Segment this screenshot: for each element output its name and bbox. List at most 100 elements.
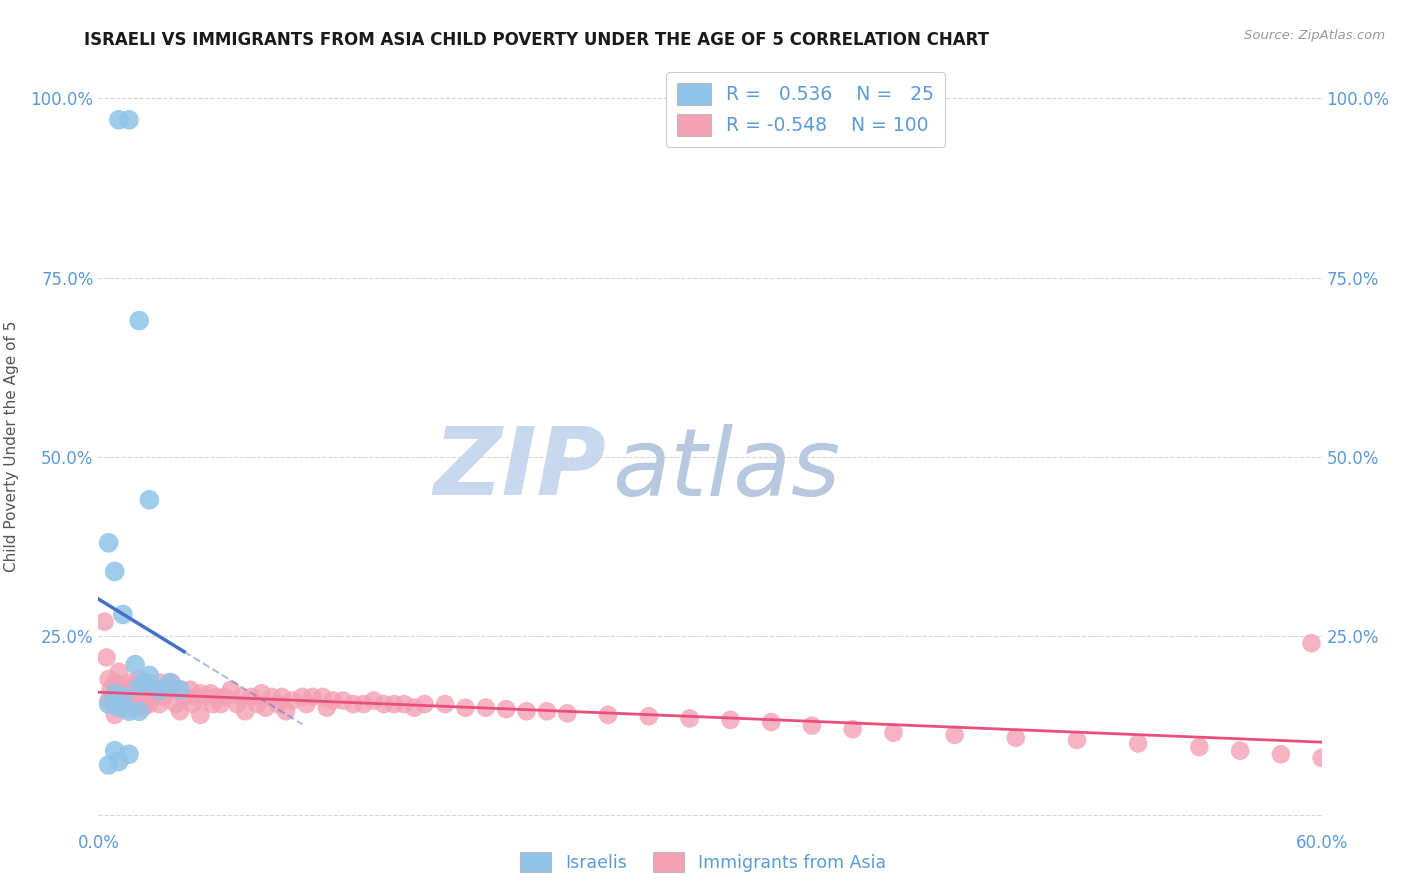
Point [801,718,824,732]
Point [246,697,269,711]
Point [1310,751,1333,765]
Point [1229,744,1251,758]
Point [138,697,160,711]
Point [159,682,181,697]
Point [240,690,263,704]
Point [373,697,395,711]
Point [679,711,702,725]
Point [127,693,149,707]
Point [231,690,253,704]
Point [100,682,122,697]
Point [105,697,128,711]
Point [454,700,477,714]
Point [413,697,436,711]
Point [129,690,152,704]
Point [97,536,120,550]
Point [404,700,426,714]
Point [200,686,222,700]
Text: Source: ZipAtlas.com: Source: ZipAtlas.com [1244,29,1385,42]
Point [181,697,204,711]
Point [301,690,323,704]
Point [149,682,172,697]
Point [169,682,191,697]
Point [254,700,277,714]
Point [124,700,146,714]
Text: ISRAELI VS IMMIGRANTS FROM ASIA CHILD POVERTY UNDER THE AGE OF 5 CORRELATION CHA: ISRAELI VS IMMIGRANTS FROM ASIA CHILD PO… [84,31,990,49]
Point [118,747,141,762]
Point [434,697,457,711]
Point [149,697,172,711]
Point [291,690,314,704]
Point [108,686,131,700]
Point [332,693,354,707]
Point [141,690,163,704]
Point [108,755,131,769]
Legend: Israelis, Immigrants from Asia: Israelis, Immigrants from Asia [513,845,893,879]
Point [1188,740,1211,755]
Point [267,697,290,711]
Point [101,697,124,711]
Point [104,675,127,690]
Point [312,690,335,704]
Point [134,686,156,700]
Point [841,722,863,736]
Point [96,650,118,665]
Point [342,697,364,711]
Point [138,668,160,682]
Point [295,697,318,711]
Point [145,682,167,697]
Point [188,707,212,722]
Point [322,693,344,707]
Point [1270,747,1292,762]
Point [124,657,146,672]
Point [598,707,620,722]
Point [274,704,297,718]
Point [132,675,155,690]
Point [122,682,145,697]
Point [132,700,155,714]
Point [495,702,517,716]
Point [108,665,131,679]
Point [128,679,150,693]
Point [160,675,183,690]
Point [382,697,405,711]
Point [250,686,273,700]
Point [104,744,127,758]
Point [943,728,966,742]
Point [108,700,131,714]
Point [104,707,127,722]
Point [97,758,120,772]
Point [474,700,498,714]
Text: ZIP: ZIP [433,423,606,515]
Point [169,704,191,718]
Point [111,607,134,622]
Point [173,690,195,704]
Point [226,697,249,711]
Point [152,690,174,704]
Y-axis label: Child Poverty Under the Age of 5: Child Poverty Under the Age of 5 [4,320,20,572]
Point [188,686,212,700]
Point [637,709,661,723]
Point [118,697,141,711]
Point [352,697,374,711]
Point [1066,733,1088,747]
Point [363,693,385,707]
Legend: R =   0.536    N =   25, R = -0.548    N = 100: R = 0.536 N = 25, R = -0.548 N = 100 [666,72,945,147]
Point [97,697,120,711]
Point [128,704,150,718]
Point [118,112,141,127]
Point [165,697,187,711]
Point [201,697,224,711]
Point [114,679,136,693]
Point [260,690,283,704]
Point [179,682,201,697]
Point [128,313,150,327]
Point [1128,737,1150,751]
Point [281,693,304,707]
Point [93,615,115,629]
Point [270,690,294,704]
Point [104,565,127,579]
Point [149,682,172,697]
Point [315,700,337,714]
Point [149,675,172,690]
